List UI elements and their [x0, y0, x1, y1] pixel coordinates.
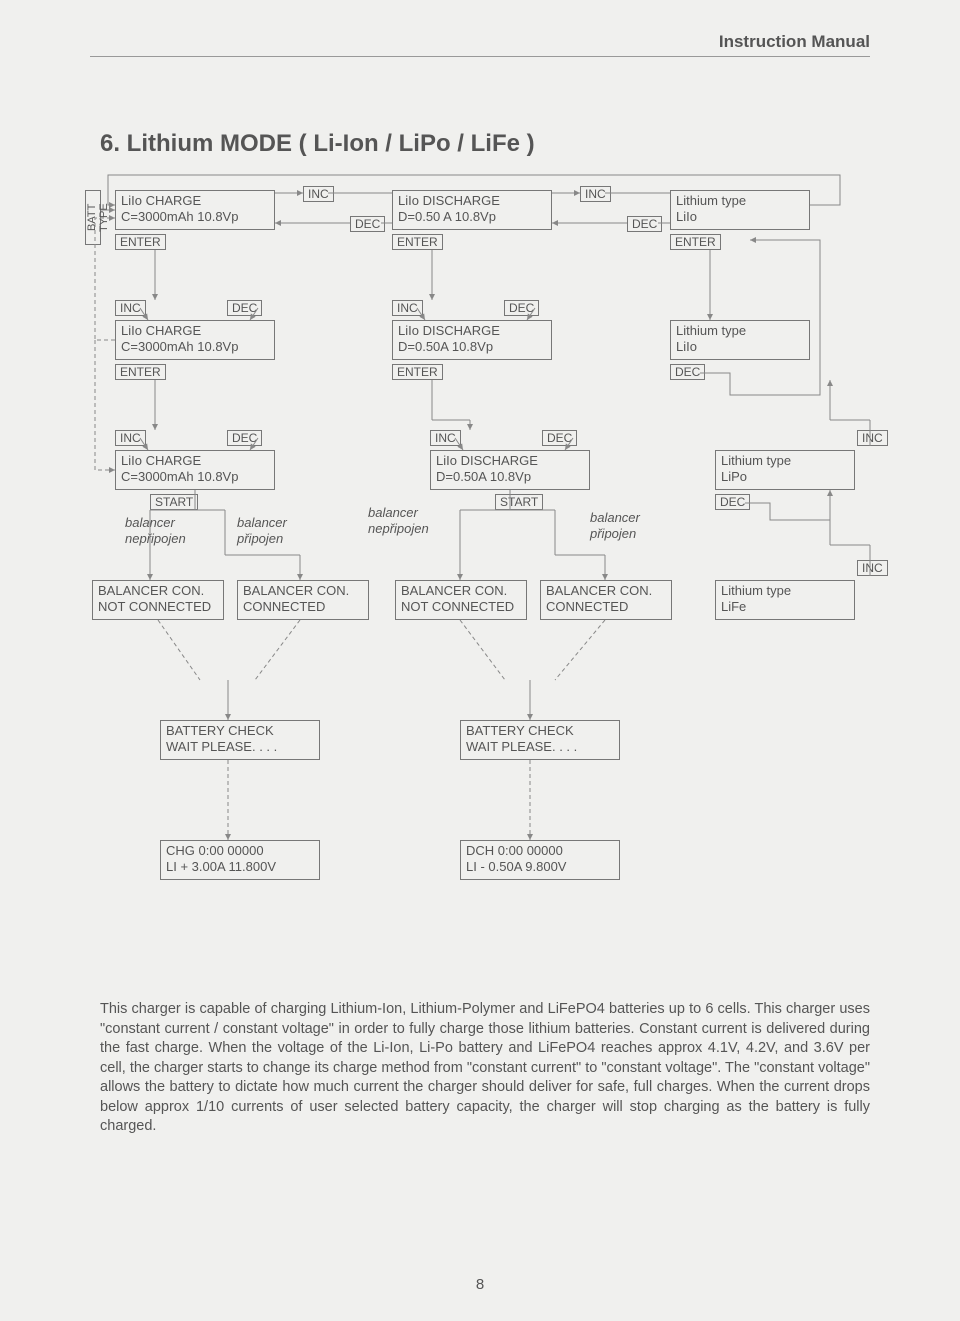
r2-discharge-box: LiIo DISCHARGE D=0.50A 10.8Vp	[392, 320, 552, 360]
r5-dch-l2: LI - 0.50A 9.800V	[466, 859, 614, 875]
r5-chg-box: CHG 0:00 00000 LI + 3.00A 11.800V	[160, 840, 320, 880]
r2-charge-l1: LiIo CHARGE	[121, 323, 269, 339]
r1-dec1: DEC	[350, 216, 385, 232]
r1-dec2: DEC	[627, 216, 662, 232]
batt-type-tag: BATT TYPE	[85, 190, 101, 245]
r3-start1: START	[150, 494, 198, 510]
r5-chg-l2: LI + 3.00A 11.800V	[166, 859, 314, 875]
r1-type-l1: Lithium type	[676, 193, 804, 209]
r1-type-enter: ENTER	[670, 234, 721, 250]
r5-dch-box: DCH 0:00 00000 LI - 0.50A 9.800V	[460, 840, 620, 880]
r1-inc1: INC	[303, 186, 334, 202]
r3-discharge-l1: LiIo DISCHARGE	[436, 453, 584, 469]
r1-inc2: INC	[580, 186, 611, 202]
r2-discharge-l1: LiIo DISCHARGE	[398, 323, 546, 339]
r4-check-right-l2: WAIT PLEASE. . . .	[466, 739, 614, 755]
r2-dec2: DEC	[504, 300, 539, 316]
r3-charge-l1: LiIo CHARGE	[121, 453, 269, 469]
body-text: This charger is capable of charging Lith…	[100, 1000, 870, 1137]
r3-balcon-not-left: BALANCER CON. NOT CONNECTED	[92, 580, 224, 620]
r3-type-life-box: Lithium type LiFe	[715, 580, 855, 620]
r1-type-box: Lithium type LiIo	[670, 190, 810, 230]
r1-discharge-l1: LiIo DISCHARGE	[398, 193, 546, 209]
r4-check-left-l1: BATTERY CHECK	[166, 723, 314, 739]
r2-charge-box: LiIo CHARGE C=3000mAh 10.8Vp	[115, 320, 275, 360]
r3-balcon-yes-right-l1: BALANCER CON.	[546, 583, 666, 599]
r4-check-right-l1: BATTERY CHECK	[466, 723, 614, 739]
r3-type-lipo-box: Lithium type LiPo	[715, 450, 855, 490]
r2-type-dec: DEC	[670, 364, 705, 380]
r3-charge-l2: C=3000mAh 10.8Vp	[121, 469, 269, 485]
r3-start2: START	[495, 494, 543, 510]
r3-balcon-yes-left: BALANCER CON. CONNECTED	[237, 580, 369, 620]
r2-inc2: INC	[392, 300, 423, 316]
r3-type-lipo-l2: LiPo	[721, 469, 849, 485]
r2-type-l1: Lithium type	[676, 323, 804, 339]
r1-discharge-box: LiIo DISCHARGE D=0.50 A 10.8Vp	[392, 190, 552, 230]
r4-check-left: BATTERY CHECK WAIT PLEASE. . . .	[160, 720, 320, 760]
r3-balcon-not-left-l2: NOT CONNECTED	[98, 599, 218, 615]
r2-type-box: Lithium type LiIo	[670, 320, 810, 360]
r3-balcon-not-right: BALANCER CON. NOT CONNECTED	[395, 580, 527, 620]
r1-charge-box: LiIo CHARGE C=3000mAh 10.8Vp	[115, 190, 275, 230]
r3-balyes-right: balancer připojen	[590, 510, 640, 541]
page-number: 8	[0, 1276, 960, 1293]
r3-balyes-left: balancer připojen	[237, 515, 287, 546]
r3-balcon-yes-right-l2: CONNECTED	[546, 599, 666, 615]
header-divider	[90, 56, 870, 57]
r1-charge-enter: ENTER	[115, 234, 166, 250]
r3-dec2: DEC	[542, 430, 577, 446]
r3-balcon-yes-right: BALANCER CON. CONNECTED	[540, 580, 672, 620]
r3-balnot-left: balancer nepřipojen	[125, 515, 186, 546]
section-title: 6. Lithium MODE ( Li-Ion / LiPo / LiFe )	[100, 130, 535, 158]
r2-type-l2: LiIo	[676, 339, 804, 355]
r3-balcon-not-left-l1: BALANCER CON.	[98, 583, 218, 599]
r3-balcon-yes-left-l1: BALANCER CON.	[243, 583, 363, 599]
r3-discharge-l2: D=0.50A 10.8Vp	[436, 469, 584, 485]
r1-discharge-l2: D=0.50 A 10.8Vp	[398, 209, 546, 225]
r5-chg-l1: CHG 0:00 00000	[166, 843, 314, 859]
r3-inc-life: INC	[857, 560, 888, 576]
r2-discharge-enter: ENTER	[392, 364, 443, 380]
r3-balcon-yes-left-l2: CONNECTED	[243, 599, 363, 615]
r3-balcon-not-right-l1: BALANCER CON.	[401, 583, 521, 599]
r3-type-life-l2: LiFe	[721, 599, 849, 615]
r2-discharge-l2: D=0.50A 10.8Vp	[398, 339, 546, 355]
r3-type-life-l1: Lithium type	[721, 583, 849, 599]
r3-inc2: INC	[430, 430, 461, 446]
r3-dec1: DEC	[227, 430, 262, 446]
r3-balcon-not-right-l2: NOT CONNECTED	[401, 599, 521, 615]
r4-check-left-l2: WAIT PLEASE. . . .	[166, 739, 314, 755]
r3-discharge-box: LiIo DISCHARGE D=0.50A 10.8Vp	[430, 450, 590, 490]
r5-dch-l1: DCH 0:00 00000	[466, 843, 614, 859]
r3-type-lipo-l1: Lithium type	[721, 453, 849, 469]
r2-dec1: DEC	[227, 300, 262, 316]
r3-inc1: INC	[115, 430, 146, 446]
r1-charge-l2: C=3000mAh 10.8Vp	[121, 209, 269, 225]
r1-discharge-enter: ENTER	[392, 234, 443, 250]
header-title: Instruction Manual	[719, 32, 870, 52]
r2-inc1: INC	[115, 300, 146, 316]
r3-inc-lipo: INC	[857, 430, 888, 446]
r1-charge-l1: LiIo CHARGE	[121, 193, 269, 209]
r1-type-l2: LiIo	[676, 209, 804, 225]
r2-charge-enter: ENTER	[115, 364, 166, 380]
r3-dec-lipo: DEC	[715, 494, 750, 510]
r4-check-right: BATTERY CHECK WAIT PLEASE. . . .	[460, 720, 620, 760]
r2-charge-l2: C=3000mAh 10.8Vp	[121, 339, 269, 355]
r3-balnot-right: balancer nepřipojen	[368, 505, 429, 536]
r3-charge-box: LiIo CHARGE C=3000mAh 10.8Vp	[115, 450, 275, 490]
